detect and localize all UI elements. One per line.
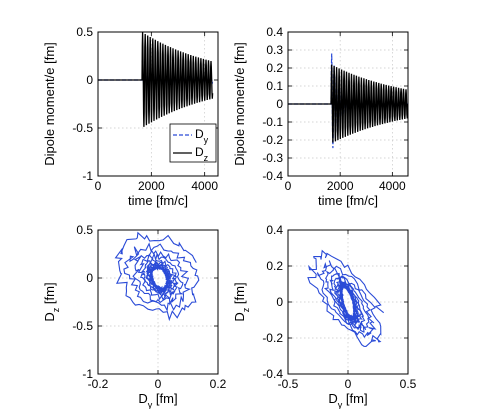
y-tick-label: 0 <box>86 73 93 87</box>
x-tick-label: -0.5 <box>278 377 299 391</box>
x-tick-label: 2000 <box>138 179 165 193</box>
y-tick-label: 0.5 <box>76 25 93 39</box>
y-axis-label: Dipole moment/e [fm] <box>232 42 247 166</box>
y-tick-label: -0.4 <box>262 169 283 183</box>
plot-content <box>114 231 200 322</box>
plot-frame <box>287 229 409 375</box>
chart-panel-3: -0.2 0 0.2 0.5 0 -0.5 -1 Dy [fm] Dz [fm] <box>42 223 227 409</box>
y-tick-label: -1 <box>82 367 93 381</box>
y-tick-label: 0 <box>276 295 283 309</box>
y-tick-label: -0.2 <box>262 133 283 147</box>
y-tick-label: 0.1 <box>266 79 283 93</box>
y-tick-label: 0.2 <box>266 259 283 273</box>
y-axis-label: Dz [fm] <box>232 282 251 321</box>
legend-label: Dy <box>195 127 209 145</box>
x-tick-label: 0 <box>345 377 352 391</box>
series-line-dz <box>288 64 408 143</box>
chart-panel-1: 0 2000 4000 0.5 0 -0.5 -1 time [fm/c] Dipole mom… <box>42 25 219 208</box>
plot-frame <box>97 229 219 375</box>
trajectory-line <box>114 231 200 322</box>
y-tick-label: 0 <box>86 271 93 285</box>
chart-panel-2: 0 2000 4000 0.4 0.3 0.2 0.1 0 -0.1 -0.2 -0.3 -0.4 ti… <box>232 25 409 208</box>
y-tick-label: 0.4 <box>266 223 283 237</box>
y-tick-label: 0.3 <box>266 43 283 57</box>
y-tick-label: -0.1 <box>262 115 283 129</box>
x-tick-label: 2000 <box>327 179 354 193</box>
y-tick-label: -0.3 <box>262 151 283 165</box>
y-tick-label: 0.2 <box>266 61 283 75</box>
x-tick-label: -0.2 <box>88 377 109 391</box>
trajectory-line <box>307 249 385 347</box>
plot-frame <box>97 31 219 177</box>
plot-content <box>98 32 214 127</box>
y-axis-label: Dz [fm] <box>42 282 61 321</box>
y-tick-label: 0.4 <box>266 25 283 39</box>
y-tick-label: -0.5 <box>72 121 93 135</box>
x-axis-label: Dy [fm] <box>138 391 177 409</box>
x-tick-label: 0.5 <box>400 377 417 391</box>
x-tick-label: 0 <box>95 179 102 193</box>
plot-content <box>307 249 385 347</box>
y-tick-label: -0.4 <box>262 367 283 381</box>
chart-panel-4: -0.5 0 0.5 0.4 0.2 0 -0.2 -0.4 Dy [fm] Dz [fm] <box>232 223 417 409</box>
x-axis-label: time [fm/c] <box>318 193 378 208</box>
plot-content <box>288 53 408 149</box>
legend-box <box>169 123 217 163</box>
series-line-dz <box>98 32 214 127</box>
y-tick-label: 0 <box>276 97 283 111</box>
legend-label: Dz <box>195 145 209 163</box>
x-tick-label: 4000 <box>191 179 218 193</box>
y-tick-label: -0.5 <box>72 319 93 333</box>
x-tick-label: 4000 <box>379 179 406 193</box>
x-axis-label: Dy [fm] <box>328 391 367 409</box>
x-tick-label: 0 <box>155 377 162 391</box>
plot-frame <box>287 31 409 177</box>
y-tick-label: -1 <box>82 169 93 183</box>
x-axis-label: time [fm/c] <box>128 193 188 208</box>
x-tick-label: 0.2 <box>210 377 227 391</box>
y-tick-label: -0.2 <box>262 331 283 345</box>
y-axis-label: Dipole moment/e [fm] <box>42 42 57 166</box>
x-tick-label: 0 <box>285 179 292 193</box>
y-tick-label: 0.5 <box>76 223 93 237</box>
